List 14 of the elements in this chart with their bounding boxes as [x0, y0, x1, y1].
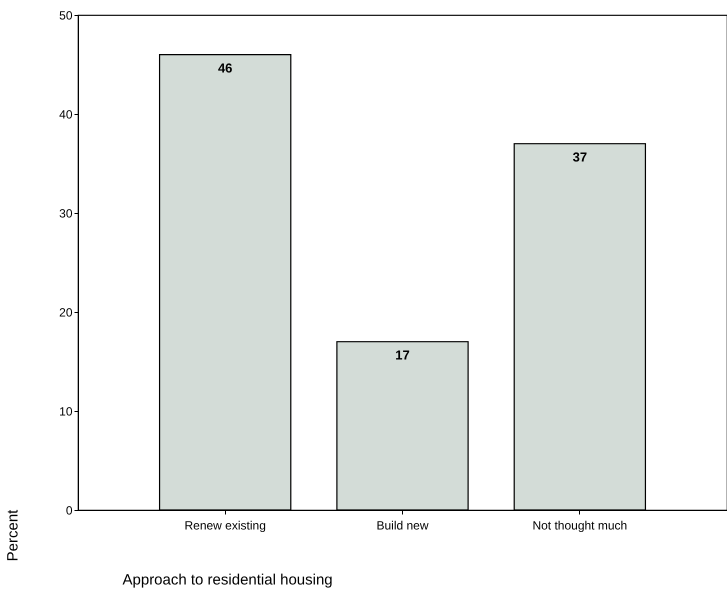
data-label: 17: [395, 348, 410, 363]
y-tick-label: 50: [59, 8, 73, 22]
y-tick-label: 30: [59, 206, 73, 220]
y-tick-label: 10: [59, 404, 73, 418]
x-tick-label: Build new: [376, 518, 429, 532]
y-axis-title: Percent: [4, 508, 22, 562]
x-tick-label: Renew existing: [184, 518, 266, 532]
y-tick-label: 40: [59, 108, 73, 122]
y-tick-label: 0: [66, 504, 73, 518]
data-label: 46: [218, 60, 232, 76]
data-label: 37: [572, 150, 588, 165]
y-tick-label: 20: [59, 306, 73, 320]
x-axis-title: Approach to residential housing: [122, 572, 333, 588]
x-tick-label: Not thought much: [532, 518, 628, 532]
